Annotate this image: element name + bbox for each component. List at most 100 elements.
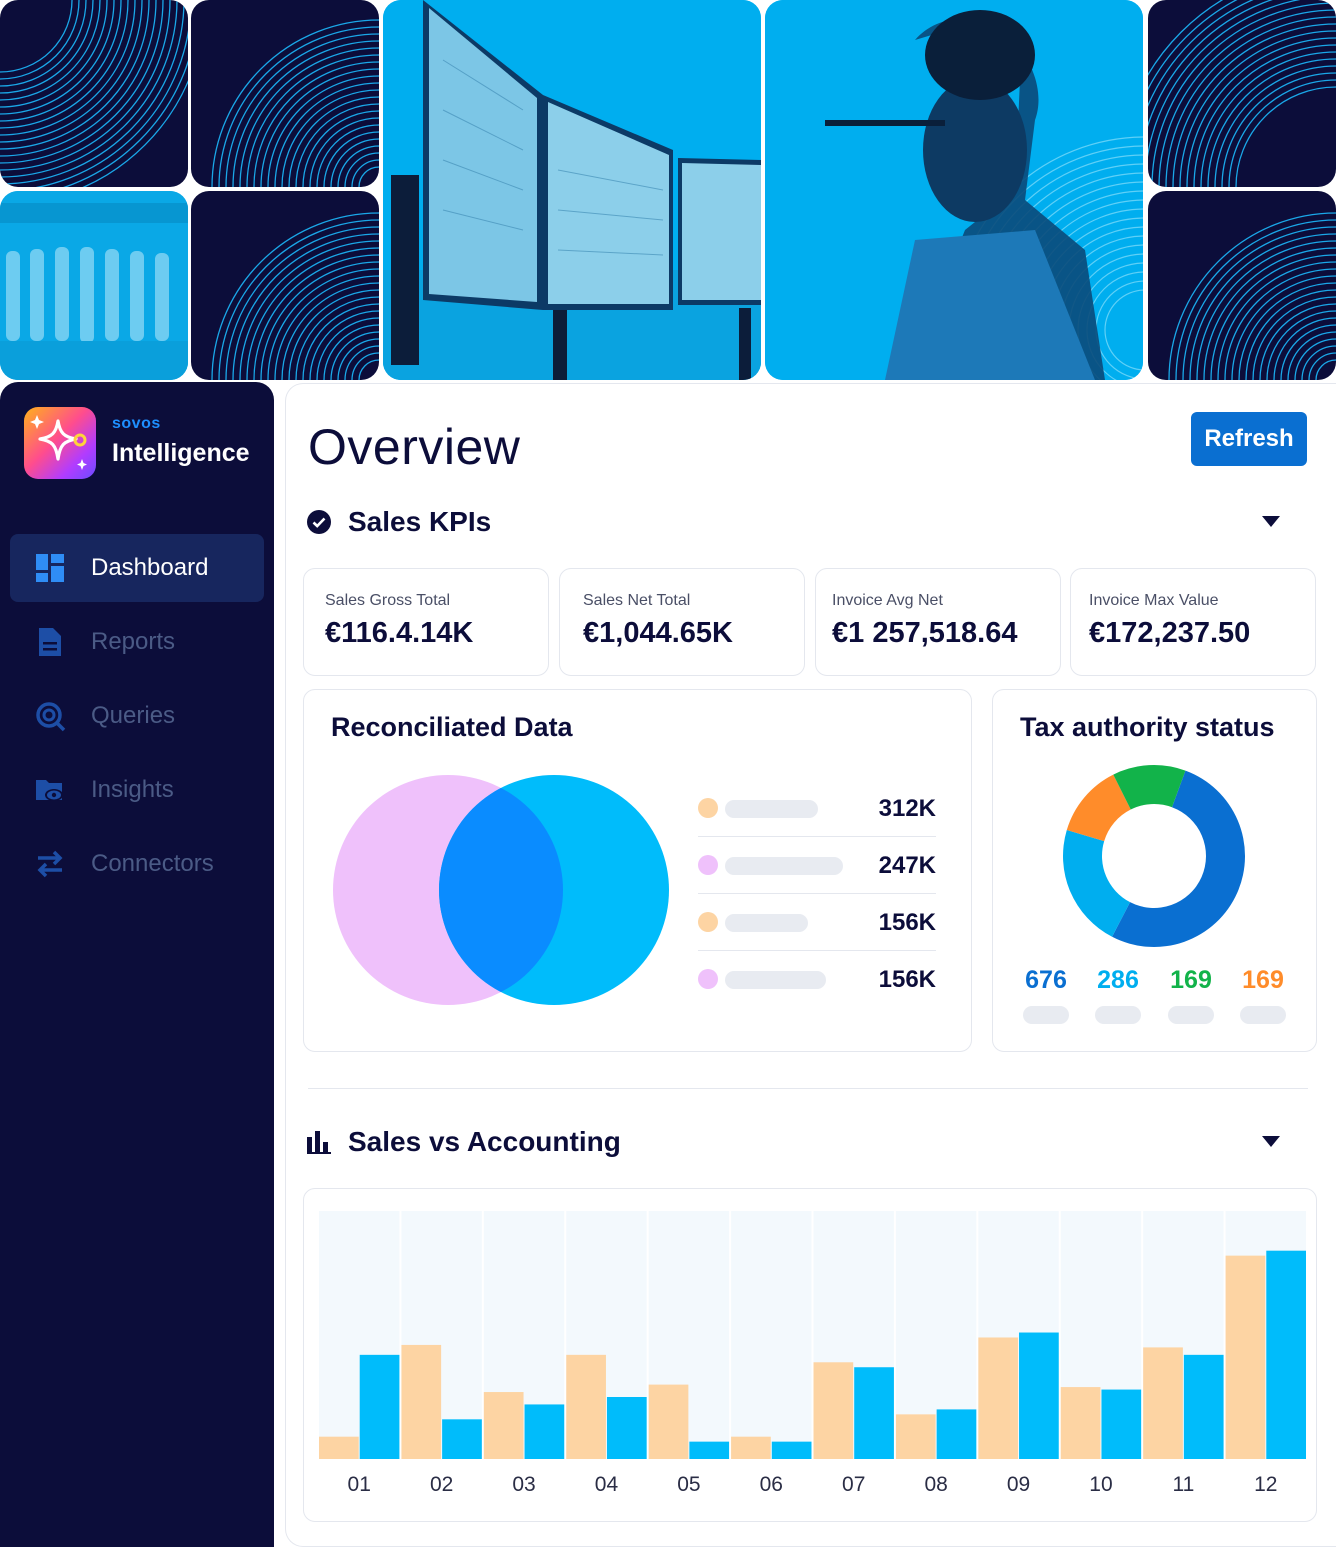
legend-row: 247K — [698, 837, 936, 894]
chart-bar-04-series-1 — [606, 1397, 647, 1459]
card-title: Tax authority status — [1020, 712, 1275, 742]
chevron-down-icon[interactable] — [1262, 516, 1280, 528]
x-tick-label: 07 — [842, 1473, 865, 1496]
legend-dot — [698, 969, 718, 989]
kpi-card: Invoice Avg Net €1 257,518.64 — [815, 568, 1061, 676]
venn-intersection — [439, 775, 563, 1005]
legend-bar-placeholder — [725, 800, 818, 818]
chart-bar-05-series-0 — [648, 1384, 689, 1459]
chart-bar-12-series-0 — [1225, 1255, 1266, 1459]
concentric-arcs-graphic — [211, 19, 379, 187]
legend-dot — [698, 912, 718, 932]
kpi-value: €116.4.14K — [325, 617, 474, 649]
tax-status-value: 169 — [1242, 966, 1284, 994]
sidebar-item-dashboard[interactable]: Dashboard — [10, 534, 264, 602]
brand-product-name: Intelligence — [112, 439, 250, 467]
concentric-arcs-graphic — [1148, 0, 1336, 187]
chart-bar-03-series-1 — [524, 1404, 565, 1459]
sidebar-item-label: Dashboard — [91, 554, 209, 581]
sidebar-item-connectors[interactable]: Connectors — [10, 830, 264, 898]
chart-bar-10-series-1 — [1101, 1389, 1142, 1459]
kpi-card: Sales Net Total €1,044.65K — [559, 568, 805, 676]
x-tick-label: 04 — [595, 1473, 619, 1496]
sidebar-nav: Dashboard Reports Queries Insights Conne… — [10, 534, 264, 904]
sidebar-item-queries[interactable]: Queries — [10, 682, 264, 750]
kpi-label: Sales Gross Total — [325, 592, 451, 609]
kpi-label: Invoice Max Value — [1089, 592, 1219, 609]
legend-bar-placeholder — [725, 914, 808, 932]
chevron-down-icon[interactable] — [1262, 1136, 1280, 1148]
legend-value: 156K — [878, 909, 936, 936]
legend-row: 156K — [698, 951, 936, 1008]
chart-bar-01-series-0 — [319, 1436, 359, 1459]
chart-bar-02-series-0 — [401, 1344, 442, 1459]
hero-banner — [0, 0, 1336, 380]
refresh-button[interactable]: Refresh — [1191, 412, 1307, 466]
kpi-value: €1 257,518.64 — [832, 617, 1018, 649]
concentric-arcs-graphic — [0, 0, 188, 187]
x-tick-label: 08 — [924, 1473, 947, 1496]
concentric-arcs-graphic — [1168, 212, 1336, 380]
hero-tile-arcs — [1148, 191, 1336, 380]
sidebar-item-label: Insights — [91, 776, 174, 803]
kpi-value: €1,044.65K — [583, 617, 733, 649]
chart-bar-06-series-0 — [731, 1436, 771, 1459]
x-tick-label: 02 — [430, 1473, 453, 1496]
section-header-sales-vs-accounting[interactable]: Sales vs Accounting — [306, 1124, 1306, 1164]
tax-status-label-placeholder — [1023, 1006, 1069, 1024]
x-tick-label: 10 — [1089, 1473, 1112, 1496]
x-tick-label: 03 — [512, 1473, 535, 1496]
x-tick-label: 05 — [677, 1473, 700, 1496]
donut-slice — [1063, 829, 1131, 937]
chart-bar-09-series-0 — [978, 1337, 1019, 1459]
bar-chart: 01 02 03 04 05 06 07 08 09 10 11 12 — [319, 1211, 1306, 1496]
sidebar-item-label: Queries — [91, 702, 176, 729]
page-title: Overview — [308, 419, 521, 475]
folder-eye-icon — [36, 780, 63, 801]
person-graphic — [765, 0, 1143, 380]
sidebar-item-insights[interactable]: Insights — [10, 756, 264, 824]
tax-status-label-placeholder — [1168, 1006, 1214, 1024]
chart-bar-04-series-0 — [566, 1354, 606, 1459]
legend-row: 312K — [698, 780, 936, 837]
tax-authority-status-card: Tax authority status 676 286 169 169 — [992, 689, 1317, 1052]
sidebar-item-label: Reports — [91, 628, 176, 655]
hero-tile-arcs — [0, 0, 188, 187]
section-header-sales-kpis[interactable]: Sales KPIs — [306, 504, 1306, 544]
concentric-arcs-graphic — [211, 212, 379, 380]
sidebar-item-label: Connectors — [91, 850, 214, 877]
x-tick-label: 01 — [348, 1473, 371, 1496]
kpi-label: Sales Net Total — [583, 592, 691, 609]
search-icon — [36, 702, 66, 732]
server-rack-graphic — [0, 191, 188, 380]
reconciliated-data-card: Reconciliated Data 312K 247K 156K — [303, 689, 972, 1052]
chart-bar-07-series-0 — [813, 1362, 854, 1459]
hero-tile-person-photo — [765, 0, 1143, 380]
sales-vs-accounting-chart-card: 01 02 03 04 05 06 07 08 09 10 11 12 — [303, 1188, 1317, 1522]
sidebar-item-reports[interactable]: Reports — [10, 608, 264, 676]
chart-bar-02-series-1 — [442, 1419, 482, 1459]
brand[interactable]: sovos Intelligence — [24, 407, 264, 479]
legend-bar-placeholder — [725, 971, 826, 989]
hero-tile-arcs — [1148, 0, 1336, 187]
legend-value: 312K — [878, 795, 936, 822]
x-tick-label: 12 — [1254, 1473, 1277, 1496]
bar-chart-icon — [307, 1131, 331, 1154]
document-icon — [39, 628, 61, 656]
section-title: Sales vs Accounting — [348, 1126, 621, 1157]
sidebar: sovos Intelligence Dashboard Reports Que… — [0, 382, 274, 1547]
tax-status-value: 286 — [1097, 966, 1139, 994]
chart-bar-03-series-0 — [483, 1392, 524, 1459]
legend-value: 156K — [878, 966, 936, 993]
tax-status-value: 169 — [1170, 966, 1212, 994]
main-panel: Overview Refresh Sales KPIs Sales Gross … — [285, 383, 1336, 1547]
tax-status-value: 676 — [1025, 966, 1067, 994]
section-divider — [308, 1088, 1308, 1089]
check-circle-icon — [307, 510, 331, 534]
x-tick-label: 11 — [1172, 1473, 1194, 1496]
brand-company: sovos — [112, 415, 161, 432]
tax-status-label-placeholder — [1240, 1006, 1286, 1024]
chart-bar-01-series-1 — [359, 1354, 400, 1459]
donut-slice — [1066, 774, 1131, 842]
donut-slice — [1112, 770, 1246, 947]
